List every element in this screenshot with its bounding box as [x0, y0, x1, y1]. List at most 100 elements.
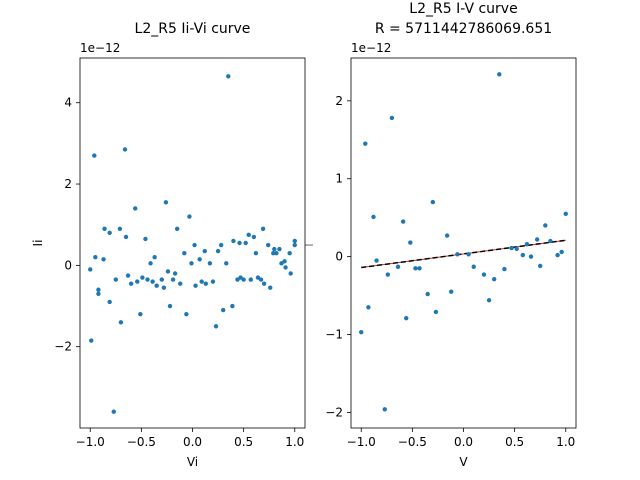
- data-point: [154, 283, 159, 288]
- x-tick-label: 0.5: [505, 435, 524, 449]
- y-offset-label: 1e−12: [80, 41, 120, 55]
- x-tick-label: 0.0: [454, 435, 473, 449]
- data-point: [366, 305, 371, 310]
- data-point: [543, 223, 548, 228]
- data-point: [102, 226, 107, 231]
- data-point: [210, 279, 216, 284]
- data-point: [241, 277, 246, 282]
- data-point: [213, 324, 219, 329]
- data-point: [123, 234, 129, 240]
- data-point: [395, 264, 401, 269]
- x-tick-label: −1.0: [76, 435, 105, 449]
- data-point: [226, 74, 231, 79]
- data-point: [107, 230, 112, 236]
- data-point: [189, 261, 194, 266]
- data-point: [230, 303, 235, 309]
- y-tick-label: 2: [64, 177, 72, 191]
- data-point: [466, 252, 471, 257]
- x-tick-label: 1.0: [285, 435, 304, 449]
- data-point: [224, 261, 229, 266]
- data-point: [538, 263, 543, 269]
- data-point: [283, 265, 288, 270]
- data-point: [534, 237, 540, 242]
- data-point: [514, 246, 519, 252]
- y-tick-label: 2: [335, 94, 343, 108]
- data-point: [272, 246, 277, 252]
- data-point: [220, 307, 226, 313]
- data-point: [152, 255, 157, 260]
- data-point: [491, 277, 497, 282]
- data-point: [161, 285, 167, 290]
- data-point: [128, 281, 134, 286]
- data-point: [174, 226, 180, 231]
- data-point: [207, 261, 213, 266]
- data-point: [218, 242, 224, 248]
- data-point: [258, 277, 264, 282]
- y-tick-label: −1: [325, 328, 343, 342]
- data-point: [408, 240, 413, 245]
- data-point: [363, 141, 368, 146]
- data-point: [288, 271, 293, 276]
- data-point: [159, 277, 165, 282]
- y-tick-label: 4: [64, 96, 72, 110]
- data-point: [268, 285, 273, 290]
- y-offset-label: 1e−12: [351, 41, 391, 55]
- data-point: [481, 272, 487, 277]
- data-point: [524, 241, 530, 247]
- data-point: [425, 291, 430, 297]
- data-point: [92, 153, 97, 158]
- data-point: [449, 289, 454, 294]
- data-point: [528, 254, 534, 259]
- data-point: [199, 279, 204, 284]
- x-axis-label: V: [459, 455, 468, 469]
- data-point: [433, 309, 439, 315]
- data-point: [271, 250, 276, 256]
- data-point: [133, 206, 138, 211]
- data-point: [202, 248, 207, 254]
- data-point: [89, 338, 94, 343]
- data-point: [274, 250, 279, 256]
- data-point: [237, 240, 242, 246]
- data-point: [385, 272, 391, 277]
- chart-subtitle: R = 5711442786069.651: [375, 21, 552, 37]
- data-point: [486, 298, 492, 303]
- data-point: [140, 275, 145, 280]
- data-point: [400, 219, 406, 224]
- data-point: [292, 238, 297, 244]
- x-tick-label: −1.0: [347, 435, 376, 449]
- data-point: [287, 250, 292, 256]
- plot-frame: [350, 57, 577, 429]
- data-point: [371, 214, 376, 220]
- data-point: [248, 277, 253, 282]
- data-point: [502, 266, 507, 272]
- data-point: [117, 226, 123, 231]
- x-tick-label: −0.5: [398, 435, 427, 449]
- data-point: [150, 279, 155, 284]
- data-point: [111, 409, 116, 414]
- data-point: [563, 211, 568, 216]
- chart-i-v: L2_R5 I-V curve R = 5711442786069.651 1e−1…: [325, 1, 577, 469]
- data-point: [178, 281, 183, 286]
- data-point: [444, 233, 450, 238]
- data-point: [172, 271, 178, 276]
- data-point: [165, 269, 171, 274]
- data-point: [113, 277, 118, 282]
- data-point: [430, 199, 436, 205]
- data-point: [197, 257, 202, 262]
- data-point: [260, 226, 266, 231]
- data-point: [231, 238, 236, 244]
- data-point: [282, 259, 287, 264]
- plot-frame: [79, 57, 306, 429]
- x-axis-label: Vi: [187, 455, 198, 469]
- data-point: [122, 147, 128, 152]
- fit-line-underlay: [361, 239, 566, 269]
- data-point: [359, 329, 364, 335]
- fit-line: [361, 239, 566, 269]
- y-tick-label: 0: [335, 250, 343, 264]
- data-point: [246, 232, 251, 238]
- y-tick-label: 0: [64, 258, 72, 272]
- data-point: [382, 407, 387, 412]
- data-point: [261, 281, 267, 286]
- x-tick-label: 0.0: [183, 435, 202, 449]
- y-axis-label: Ii: [31, 240, 45, 247]
